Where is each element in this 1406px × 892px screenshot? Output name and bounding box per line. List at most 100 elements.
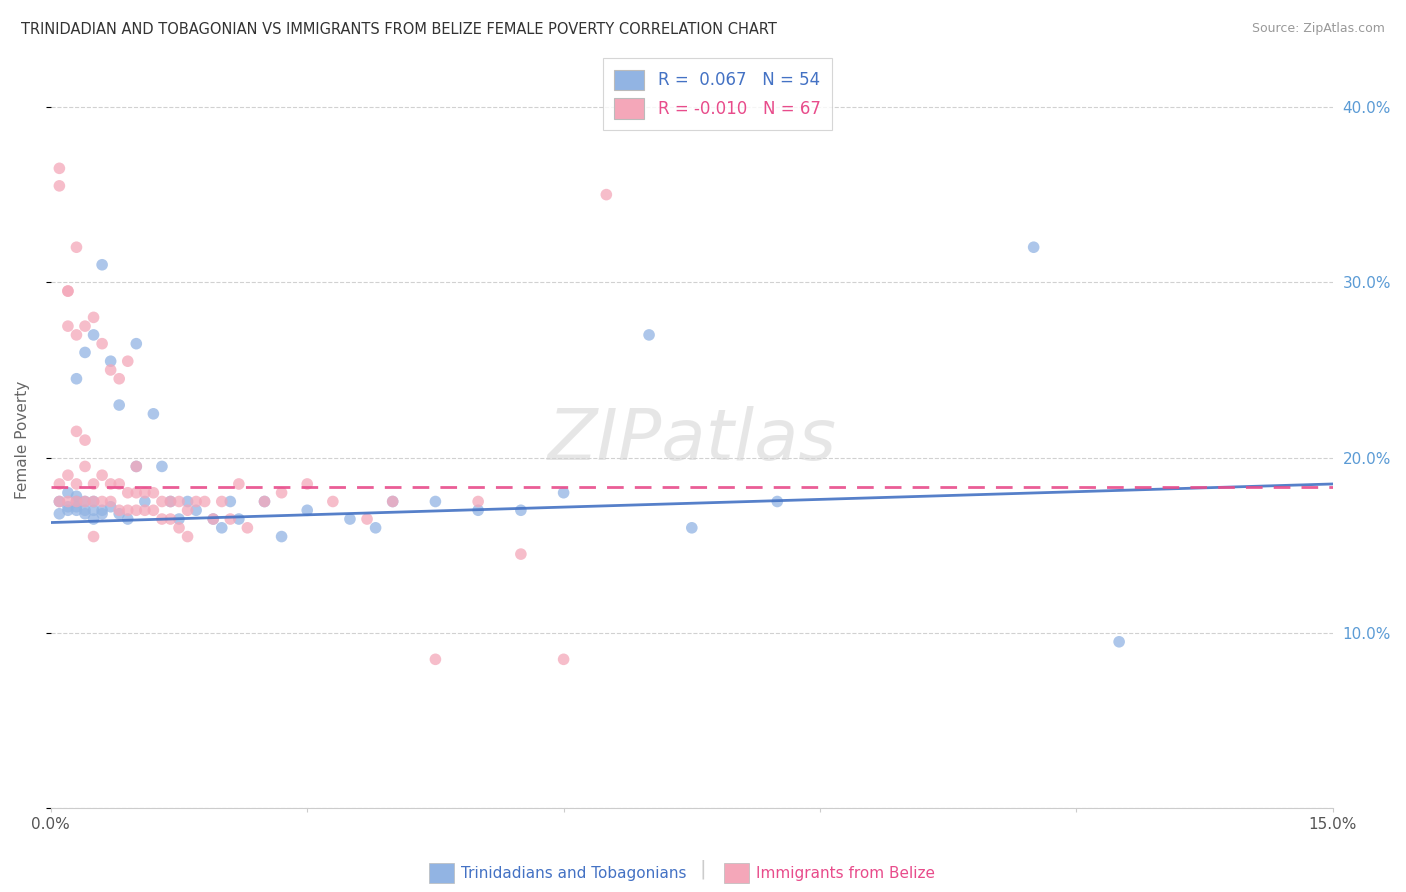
Point — [176, 494, 198, 508]
Point — [339, 512, 361, 526]
Point — [65, 503, 87, 517]
Point — [364, 521, 387, 535]
Point — [270, 530, 292, 544]
Text: |: | — [700, 860, 706, 880]
Point — [65, 327, 87, 342]
Point — [100, 354, 122, 368]
Point — [125, 503, 148, 517]
Point — [150, 512, 173, 526]
Point — [150, 494, 173, 508]
Point — [159, 494, 181, 508]
Point — [73, 494, 96, 508]
Point — [48, 494, 70, 508]
Point — [117, 485, 139, 500]
Point — [142, 407, 165, 421]
Point — [73, 433, 96, 447]
Point — [108, 477, 131, 491]
Point — [56, 503, 79, 517]
Point — [184, 494, 207, 508]
Point — [381, 494, 404, 508]
Point — [202, 512, 225, 526]
Point — [228, 477, 250, 491]
Point — [509, 503, 531, 517]
Point — [236, 521, 259, 535]
Text: Immigrants from Belize: Immigrants from Belize — [756, 866, 935, 880]
Point — [108, 372, 131, 386]
Point — [125, 336, 148, 351]
Point — [253, 494, 276, 508]
Point — [176, 530, 198, 544]
Point — [56, 494, 79, 508]
Point — [125, 459, 148, 474]
Point — [100, 500, 122, 514]
Point — [297, 477, 319, 491]
Point — [202, 512, 225, 526]
Point — [100, 494, 122, 508]
Point — [83, 503, 105, 517]
Point — [142, 485, 165, 500]
Point — [297, 503, 319, 517]
Point — [108, 507, 131, 521]
Point — [73, 459, 96, 474]
Point — [56, 284, 79, 298]
Point — [356, 512, 378, 526]
Point — [73, 494, 96, 508]
Point — [65, 494, 87, 508]
Point — [467, 494, 489, 508]
Point — [125, 459, 148, 474]
Point — [134, 503, 156, 517]
Point — [48, 477, 70, 491]
Point — [322, 494, 344, 508]
Point — [766, 494, 789, 508]
Point — [65, 494, 87, 508]
Point — [65, 425, 87, 439]
Point — [425, 652, 447, 666]
Point — [467, 503, 489, 517]
Point — [270, 485, 292, 500]
Point — [100, 477, 122, 491]
Point — [83, 327, 105, 342]
Point — [56, 468, 79, 483]
Point — [91, 503, 114, 517]
Point — [219, 512, 242, 526]
Y-axis label: Female Poverty: Female Poverty — [15, 381, 30, 500]
Text: ZIPatlas: ZIPatlas — [547, 406, 837, 475]
Point — [73, 503, 96, 517]
Point — [56, 284, 79, 298]
Point — [509, 547, 531, 561]
Point — [48, 494, 70, 508]
Point — [91, 336, 114, 351]
Point — [83, 494, 105, 508]
Text: TRINIDADIAN AND TOBAGONIAN VS IMMIGRANTS FROM BELIZE FEMALE POVERTY CORRELATION : TRINIDADIAN AND TOBAGONIAN VS IMMIGRANTS… — [21, 22, 778, 37]
Point — [83, 512, 105, 526]
Point — [48, 507, 70, 521]
Point — [253, 494, 276, 508]
Point — [56, 500, 79, 514]
Point — [159, 494, 181, 508]
Point — [56, 319, 79, 334]
Point — [142, 503, 165, 517]
Point — [184, 503, 207, 517]
Point — [100, 363, 122, 377]
Point — [91, 468, 114, 483]
Point — [553, 652, 575, 666]
Point — [381, 494, 404, 508]
Point — [65, 372, 87, 386]
Point — [65, 500, 87, 514]
Point — [134, 485, 156, 500]
Point — [108, 503, 131, 517]
Point — [1108, 634, 1130, 648]
Text: Source: ZipAtlas.com: Source: ZipAtlas.com — [1251, 22, 1385, 36]
Point — [117, 503, 139, 517]
Point — [91, 258, 114, 272]
Point — [553, 485, 575, 500]
Point — [638, 327, 661, 342]
Point — [91, 494, 114, 508]
Point — [91, 507, 114, 521]
Point — [65, 477, 87, 491]
Point — [108, 398, 131, 412]
Point — [73, 507, 96, 521]
Point — [228, 512, 250, 526]
Point — [595, 187, 617, 202]
Point — [65, 489, 87, 503]
